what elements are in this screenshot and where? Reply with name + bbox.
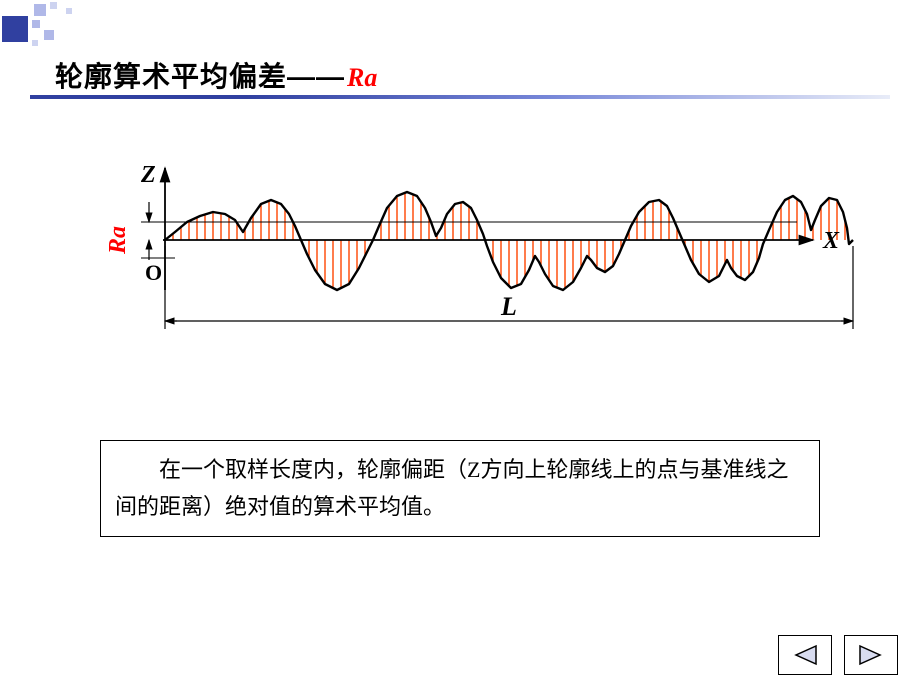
- svg-text:O: O: [145, 260, 162, 285]
- svg-text:Ra: Ra: [105, 226, 131, 255]
- corner-sq: [66, 8, 72, 14]
- title-underline: [30, 95, 890, 99]
- svg-text:Z: Z: [140, 162, 156, 188]
- diagram-svg: Z X O L Ra: [105, 160, 865, 360]
- corner-sq: [32, 20, 40, 28]
- svg-text:X: X: [822, 228, 840, 254]
- corner-sq: [50, 2, 57, 9]
- corner-sq: [34, 4, 46, 16]
- title-ra-symbol: Ra: [347, 63, 377, 93]
- page-title: 轮廓算术平均偏差—— Ra: [55, 55, 377, 95]
- title-main: 轮廓算术平均偏差——: [55, 55, 345, 95]
- triangle-left-icon: [792, 644, 818, 666]
- corner-sq: [32, 40, 38, 46]
- svg-text:L: L: [500, 292, 517, 321]
- corner-decoration: [0, 0, 140, 50]
- nav-buttons: [778, 635, 898, 675]
- triangle-right-icon: [858, 644, 884, 666]
- next-button[interactable]: [844, 635, 898, 675]
- corner-big-square: [2, 16, 28, 42]
- roughness-diagram: ZXOLRa: [105, 160, 825, 360]
- prev-button[interactable]: [778, 635, 832, 675]
- description-box: 在一个取样长度内，轮廓偏距（Z方向上轮廓线上的点与基准线之间的距离）绝对值的算术…: [100, 440, 820, 537]
- description-text: 在一个取样长度内，轮廓偏距（Z方向上轮廓线上的点与基准线之间的距离）绝对值的算术…: [115, 457, 788, 519]
- corner-sq: [44, 30, 54, 40]
